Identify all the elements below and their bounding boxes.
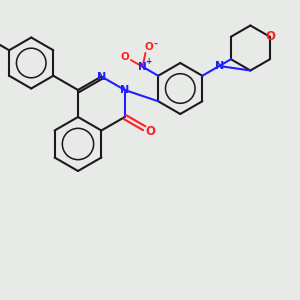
- Text: -: -: [153, 39, 157, 49]
- Text: N: N: [120, 85, 129, 95]
- Text: O: O: [144, 42, 153, 52]
- Text: N: N: [97, 71, 106, 82]
- Text: N: N: [138, 62, 147, 72]
- Text: +: +: [145, 57, 151, 66]
- Text: O: O: [145, 125, 155, 138]
- Text: N: N: [214, 61, 224, 71]
- Text: O: O: [265, 30, 275, 43]
- Text: O: O: [121, 52, 130, 62]
